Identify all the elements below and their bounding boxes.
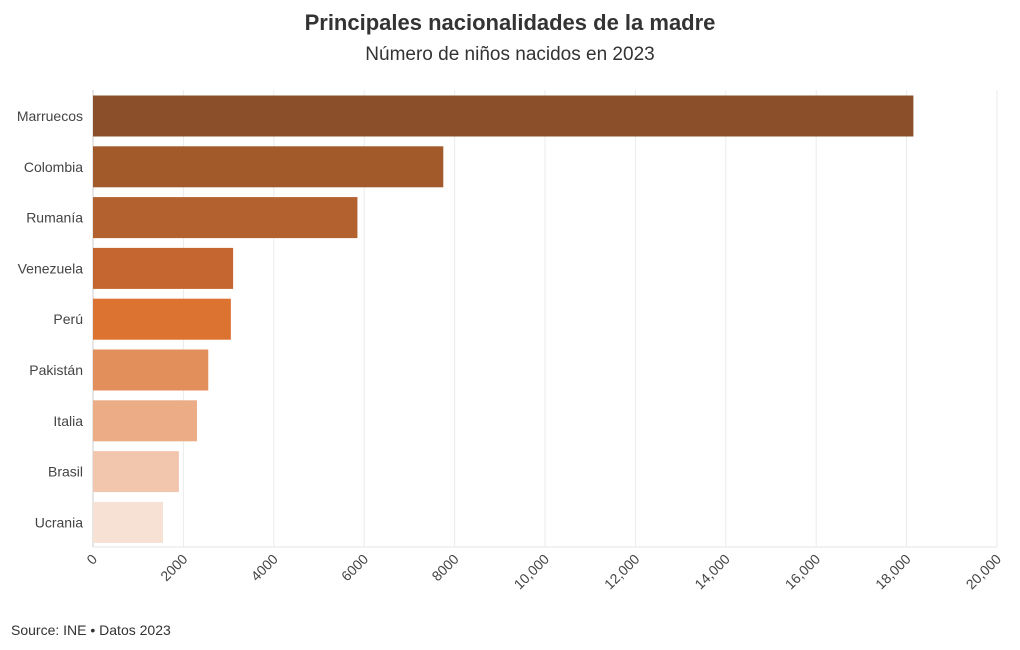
x-tick-label: 12,000 [601,551,643,593]
x-tick-labels: 0 2000 4000 6000 8000 10,000 12,000 14,000 16,00… [83,551,1004,593]
bar[interactable] [93,298,231,340]
category-label: Rumanía [26,210,83,226]
bar[interactable] [93,349,209,391]
x-tick-label: 18,000 [872,551,914,593]
x-tick-label: 16,000 [782,551,824,593]
bar[interactable] [93,247,234,289]
bar[interactable] [93,197,358,239]
x-tick-label: 2000 [157,551,190,584]
category-label: Perú [53,311,83,327]
category-label: Colombia [24,159,83,175]
bar[interactable] [93,95,914,137]
x-tick-label: 4000 [248,551,281,584]
x-tick-label: 0 [83,551,100,568]
source-note: Source: INE • Datos 2023 [11,622,171,638]
category-label: Marruecos [17,108,83,124]
bars [93,95,914,543]
x-tick-label: 8000 [428,551,461,584]
chart-subtitle: Número de niños nacidos en 2023 [365,44,655,65]
category-label: Italia [53,413,83,429]
bar[interactable] [93,501,164,543]
bar[interactable] [93,451,179,493]
chart-title: Principales nacionalidades de la madre [304,10,716,35]
category-label: Venezuela [18,260,84,276]
bar[interactable] [93,400,197,442]
category-label: Brasil [48,464,83,480]
x-tick-label: 14,000 [691,551,733,593]
x-tick-label: 10,000 [511,551,553,593]
x-tick-label: 6000 [338,551,371,584]
x-tick-label: 20,000 [963,551,1005,593]
category-label: Ucrania [35,514,83,530]
bar[interactable] [93,146,444,188]
category-label: Pakistán [29,362,83,378]
category-labels: Marruecos Colombia Rumanía Venezuela Perú Pak… [17,108,83,530]
